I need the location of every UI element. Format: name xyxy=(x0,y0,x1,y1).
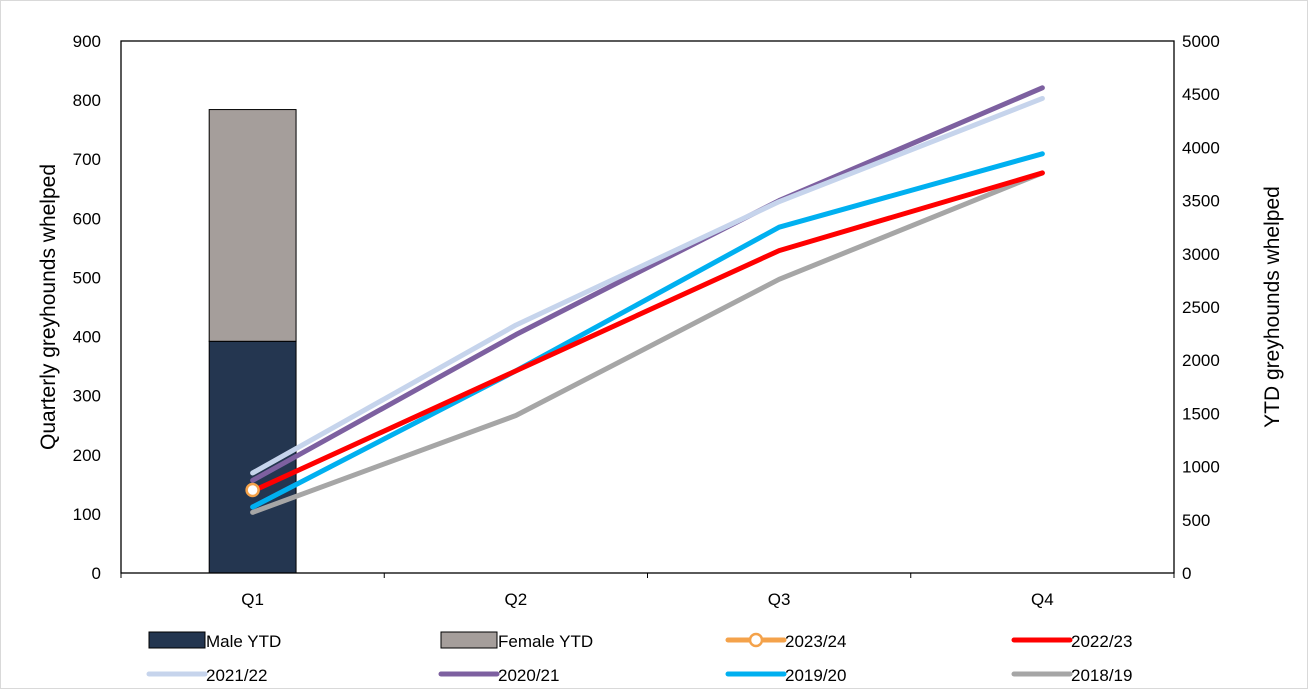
legend-label-2023-24: 2023/24 xyxy=(785,632,846,651)
y-right-tick-label: 500 xyxy=(1182,511,1210,530)
y-right-tick-label: 3500 xyxy=(1182,192,1220,211)
y-right-tick-label: 2500 xyxy=(1182,298,1220,317)
x-tick-label-q2: Q2 xyxy=(505,590,528,609)
x-tick-label-q4: Q4 xyxy=(1031,590,1054,609)
y-left-tick-label: 700 xyxy=(73,150,101,169)
y-left-tick-label: 200 xyxy=(73,446,101,465)
series-line-2020-21 xyxy=(250,85,1045,483)
legend-label-2021-22: 2021/22 xyxy=(206,666,267,685)
ticks-layer: 0 100 200 300 400 500 600 700 800 900 0 500 1000 1500… xyxy=(73,32,1220,609)
legend-label-female-ytd: Female YTD xyxy=(498,632,593,651)
bar-female-ytd-q1 xyxy=(208,109,297,342)
legend-label-male-ytd: Male YTD xyxy=(206,632,281,651)
y-left-tick-label: 600 xyxy=(73,209,101,228)
legend-label-2022-23: 2022/23 xyxy=(1071,632,1132,651)
legend-label-2020-21: 2020/21 xyxy=(498,666,559,685)
legend-label-2019-20: 2019/20 xyxy=(785,666,846,685)
legend-marker-2023-24 xyxy=(748,632,764,648)
y-left-tick-label: 100 xyxy=(73,505,101,524)
y-left-tick-label: 900 xyxy=(73,32,101,51)
y-left-tick-label: 500 xyxy=(73,268,101,287)
legend-label-2018-19: 2018/19 xyxy=(1071,666,1132,685)
y-left-tick-label: 300 xyxy=(73,387,101,406)
series-line-2018-19 xyxy=(250,170,1045,515)
legend-swatch-male-ytd xyxy=(148,631,206,649)
y-axis-left-title: Quarterly greyhounds whelped xyxy=(37,164,60,450)
y-right-tick-label: 1000 xyxy=(1182,458,1220,477)
series-line-2021-22 xyxy=(250,95,1045,476)
y-axis-right-title: YTD greyhounds whelped xyxy=(1261,186,1284,428)
y-left-tick-label: 400 xyxy=(73,328,101,347)
y-right-tick-label: 3000 xyxy=(1182,245,1220,264)
y-right-tick-label: 1500 xyxy=(1182,404,1220,423)
legend: Male YTD Female YTD 2023/24 2022/23 2021/22 2… xyxy=(146,631,1132,685)
y-right-tick-label: 2000 xyxy=(1182,351,1220,370)
series-line-2022-23 xyxy=(250,170,1045,494)
x-tick-label-q1: Q1 xyxy=(241,590,264,609)
lines-layer xyxy=(245,85,1045,515)
series-point-2023-24 xyxy=(245,482,260,498)
y-left-tick-label: 0 xyxy=(92,564,101,583)
series-line-2019-20 xyxy=(250,151,1045,510)
y-right-tick-label: 5000 xyxy=(1182,32,1220,51)
y-right-tick-label: 0 xyxy=(1182,564,1191,583)
x-tick-label-q3: Q3 xyxy=(768,590,791,609)
y-left-tick-label: 800 xyxy=(73,91,101,110)
y-right-tick-label: 4000 xyxy=(1182,138,1220,157)
y-right-tick-label: 4500 xyxy=(1182,85,1220,104)
legend-swatch-female-ytd xyxy=(440,631,498,649)
